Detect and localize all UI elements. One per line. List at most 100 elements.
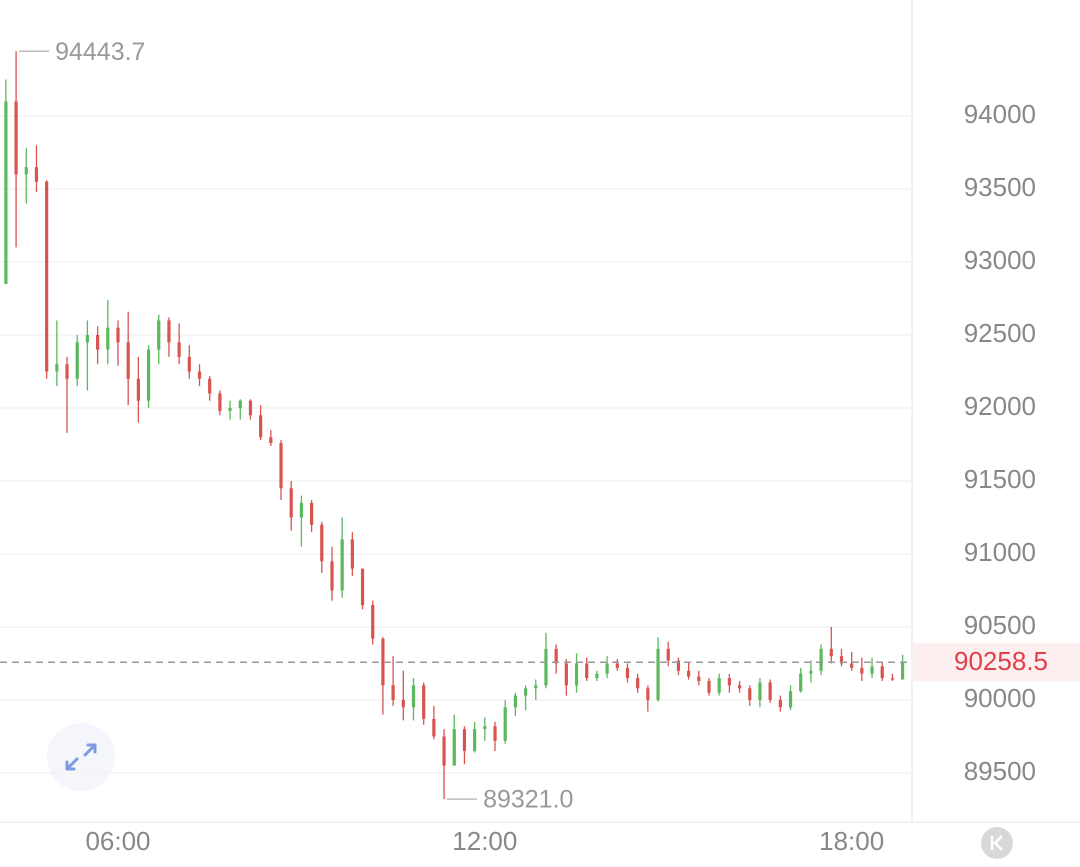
candle-body [462, 729, 467, 752]
expand-button-bg[interactable] [47, 723, 115, 791]
y-tick-label: 94000 [964, 99, 1036, 129]
candle-body [727, 678, 731, 686]
x-tick-label: 12:00 [452, 826, 517, 856]
candle-body [422, 685, 426, 719]
candle-body [493, 726, 497, 741]
expand-icon[interactable] [65, 743, 97, 771]
candle-body [656, 648, 660, 700]
candle-body [75, 342, 79, 379]
candle-body [890, 678, 895, 680]
candle-body [4, 101, 8, 284]
candle-body [34, 167, 39, 182]
y-tick-label: 91500 [964, 464, 1036, 494]
candle-body [646, 688, 650, 700]
candle-body [106, 327, 110, 350]
candle-body [340, 539, 344, 591]
x-tick-label: 18:00 [819, 826, 884, 856]
candle-body [595, 673, 599, 679]
candle-body [96, 335, 100, 350]
candle-body [839, 656, 844, 664]
candle-body [860, 667, 864, 674]
candle-body [228, 408, 232, 411]
candle-body [136, 378, 140, 401]
candle-body [259, 415, 263, 438]
candle-body [676, 660, 681, 671]
candle-body [157, 320, 161, 350]
collapse-button-bg[interactable] [981, 827, 1013, 859]
candle-body [289, 488, 293, 518]
candle-body [55, 364, 59, 372]
candle-body [697, 676, 701, 681]
candle-body [360, 568, 365, 606]
candle-body [768, 682, 772, 700]
collapse-button[interactable] [981, 827, 1013, 859]
candle-body [523, 688, 528, 696]
candle-body [758, 682, 762, 700]
y-tick-label: 90500 [964, 610, 1036, 640]
candle-body [503, 707, 507, 741]
candle-body [564, 663, 568, 686]
candle-body [24, 167, 28, 175]
candle-body [167, 320, 171, 343]
candle-body [625, 667, 630, 679]
candle-body [819, 648, 823, 671]
candle-body [350, 539, 354, 569]
candle-body [309, 502, 314, 525]
candle-body [279, 443, 283, 489]
candle-body [534, 685, 538, 689]
y-tick-label: 93500 [964, 172, 1036, 202]
candle-body [371, 605, 375, 639]
candle-body [778, 699, 782, 708]
candle-body [126, 342, 130, 379]
candle-body [14, 101, 18, 175]
candle-body [432, 718, 436, 737]
candle-body [177, 342, 181, 357]
candle-body [799, 673, 803, 692]
candle-body [411, 685, 416, 708]
candle-body [687, 670, 691, 677]
x-tick-label: 06:00 [85, 826, 150, 856]
y-tick-label: 89500 [964, 756, 1036, 786]
candle-body [585, 663, 589, 679]
candle-body [197, 371, 202, 379]
candle-body [707, 680, 711, 693]
candle-body [717, 678, 721, 693]
last-price-bg [913, 643, 1080, 682]
y-tick-label: 92000 [964, 391, 1036, 421]
candle-body [238, 400, 242, 409]
candle-body [880, 666, 884, 679]
candle-body [636, 678, 640, 689]
candle-body [554, 648, 558, 664]
candle-body [65, 364, 69, 379]
collapse-icon[interactable] [990, 835, 1003, 851]
candle-body [544, 648, 548, 686]
candle-body [391, 685, 395, 700]
candle-body [218, 393, 222, 411]
annotation-label: 89321.0 [483, 786, 573, 814]
candle-body [748, 688, 752, 700]
expand-button[interactable] [47, 723, 115, 791]
y-tick-label: 93000 [964, 245, 1036, 275]
candle-body [605, 663, 609, 674]
candle-body [330, 561, 334, 591]
candle-body [513, 695, 517, 708]
candle-body [850, 663, 854, 668]
candle-body [829, 648, 833, 657]
candle-body [615, 663, 619, 668]
y-tick-label: 92500 [964, 318, 1036, 348]
candle-body [809, 670, 813, 674]
candle-body [788, 691, 793, 708]
candle-body [666, 648, 670, 661]
annotation-label: 94443.7 [55, 38, 145, 66]
candle-body [208, 378, 212, 394]
candle-body [452, 729, 456, 766]
y-tick-label: 91000 [964, 537, 1036, 567]
candle-body [401, 699, 405, 708]
candle-body [737, 685, 742, 689]
candle-body [187, 356, 191, 372]
candle-body [901, 662, 905, 680]
candle-body [116, 327, 120, 343]
candle-body [442, 736, 446, 766]
candle-body [574, 663, 579, 686]
